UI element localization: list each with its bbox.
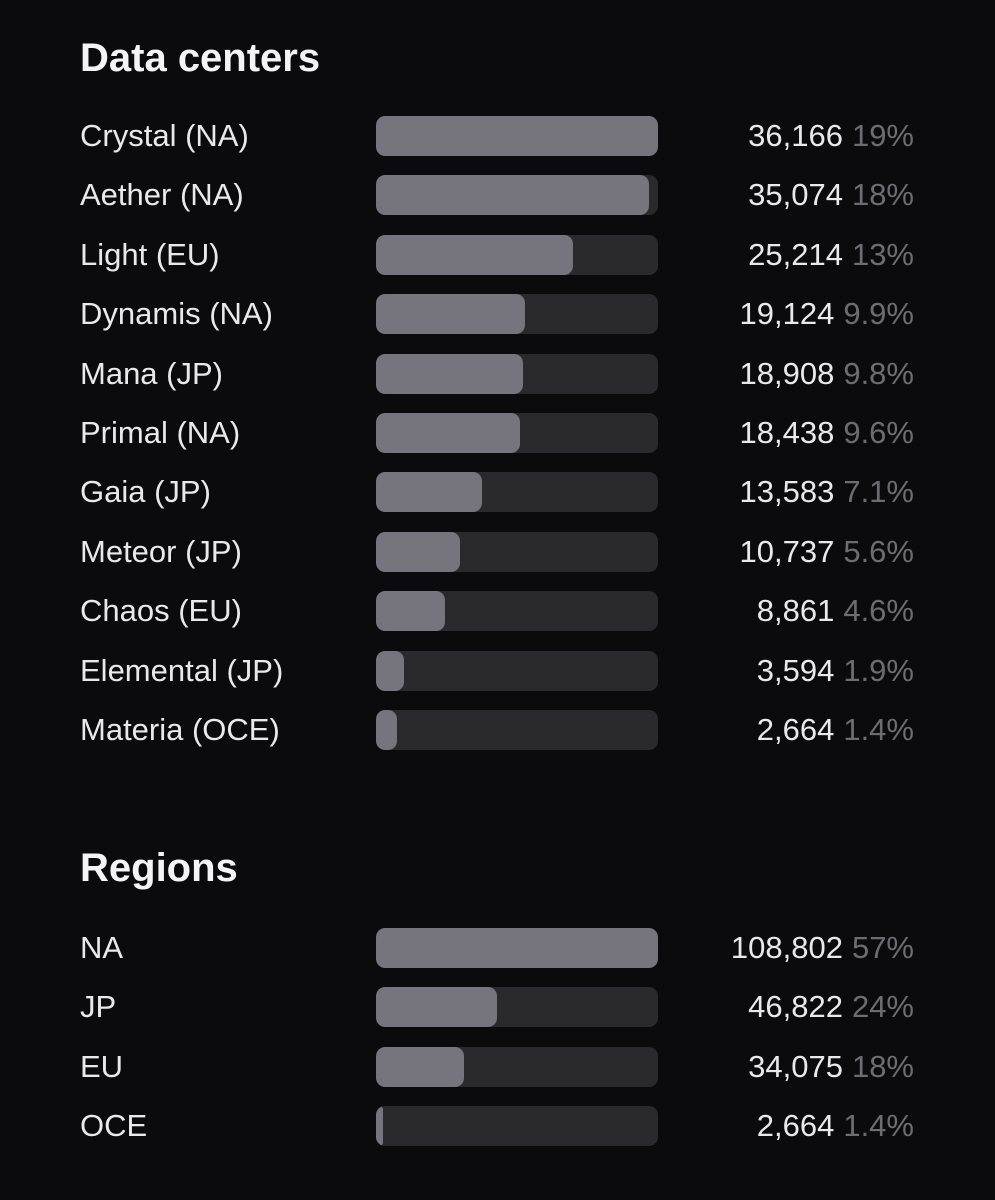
- bar-track: [376, 413, 658, 453]
- row-label: Primal (NA): [80, 415, 241, 450]
- count: 36,166: [748, 118, 843, 153]
- count: 18,908: [739, 355, 835, 391]
- section-title: Data centers: [80, 36, 321, 80]
- row-label: JP: [80, 989, 117, 1025]
- row-label: EU: [80, 1048, 124, 1084]
- row-label: NA: [80, 930, 124, 965]
- bar-track: [376, 928, 658, 968]
- bar-track: [376, 591, 658, 632]
- bar: [376, 1046, 465, 1087]
- bar: [376, 710, 397, 750]
- bar: [376, 531, 460, 572]
- row-values: 10,737 5.6%: [740, 532, 915, 572]
- share: 9.9%: [843, 296, 914, 332]
- row-values: 13,583 7.1%: [740, 472, 915, 512]
- count: 2,664: [756, 1108, 835, 1144]
- bar-track: [376, 1106, 658, 1147]
- bar: [376, 928, 658, 968]
- row-label: Gaia (JP): [80, 474, 211, 510]
- row-label: OCE: [80, 1108, 148, 1144]
- row-label: Chaos (EU): [80, 593, 242, 629]
- bar-track: [376, 353, 658, 394]
- bar-track: [376, 472, 658, 513]
- bar-track: [376, 116, 658, 156]
- row-values: 46,822 24%: [748, 987, 914, 1027]
- bar: [376, 353, 524, 394]
- bar-track: [376, 175, 658, 216]
- count: 25,214: [748, 236, 843, 272]
- row-values: 36,166 19%: [748, 116, 914, 156]
- row-label: Mana (JP): [80, 355, 223, 391]
- count: 19,124: [739, 296, 835, 332]
- bar: [376, 987, 498, 1028]
- row-values: 34,075 18%: [748, 1047, 914, 1087]
- row-values: 3,594 1.9%: [757, 651, 914, 691]
- bar: [376, 413, 520, 453]
- bar-track: [376, 650, 658, 691]
- share: 9.6%: [843, 415, 914, 450]
- count: 13,583: [739, 474, 835, 510]
- share: 24%: [851, 989, 914, 1025]
- bar-track: [376, 987, 658, 1028]
- share: 19%: [851, 118, 914, 153]
- share: 4.6%: [843, 593, 914, 629]
- count: 108,802: [730, 930, 843, 965]
- row-values: 25,214 13%: [748, 235, 914, 275]
- count: 46,822: [748, 989, 843, 1025]
- share: 18%: [851, 1048, 914, 1084]
- share: 13%: [851, 236, 914, 272]
- share: 57%: [851, 930, 914, 965]
- bar: [376, 472, 482, 513]
- row-label: Aether (NA): [80, 177, 244, 213]
- bar-track: [376, 234, 658, 275]
- row-values: 108,802 57%: [731, 928, 914, 968]
- row-label: Materia (OCE): [80, 712, 280, 747]
- count: 2,664: [756, 712, 835, 747]
- share: 1.4%: [843, 712, 914, 747]
- share: 1.4%: [843, 1108, 914, 1144]
- bar: [376, 650, 405, 691]
- bar: [376, 175, 650, 216]
- row-values: 18,908 9.8%: [740, 354, 915, 394]
- row-values: 18,438 9.6%: [740, 413, 915, 453]
- row-label: Elemental (JP): [80, 652, 284, 688]
- share: 18%: [851, 177, 914, 213]
- row-values: 8,861 4.6%: [757, 591, 914, 631]
- share: 9.8%: [843, 355, 914, 391]
- count: 8,861: [756, 593, 835, 629]
- bar: [376, 234, 573, 275]
- row-label: Meteor (JP): [80, 533, 242, 569]
- count: 18,438: [739, 415, 835, 450]
- bar: [376, 294, 526, 335]
- bar-track: [376, 1046, 658, 1087]
- row-label: Crystal (NA): [80, 118, 249, 153]
- row-values: 35,074 18%: [748, 175, 914, 215]
- row-values: 19,124 9.9%: [740, 294, 915, 334]
- count: 34,075: [748, 1048, 843, 1084]
- bar-track: [376, 710, 658, 750]
- row-label: Dynamis (NA): [80, 296, 273, 332]
- bar-track: [376, 294, 658, 335]
- bar: [376, 591, 446, 632]
- bar: [376, 116, 658, 156]
- share: 5.6%: [843, 533, 914, 569]
- row-values: 2,664 1.4%: [757, 710, 914, 750]
- share: 7.1%: [843, 474, 914, 510]
- section-title: Regions: [80, 846, 238, 890]
- row-values: 2,664 1.4%: [757, 1106, 914, 1146]
- row-label: Light (EU): [80, 236, 220, 272]
- share: 1.9%: [843, 652, 914, 688]
- count: 3,594: [756, 652, 835, 688]
- bar-track: [376, 531, 658, 572]
- count: 35,074: [748, 177, 843, 213]
- count: 10,737: [739, 533, 835, 569]
- bar: [376, 1106, 383, 1147]
